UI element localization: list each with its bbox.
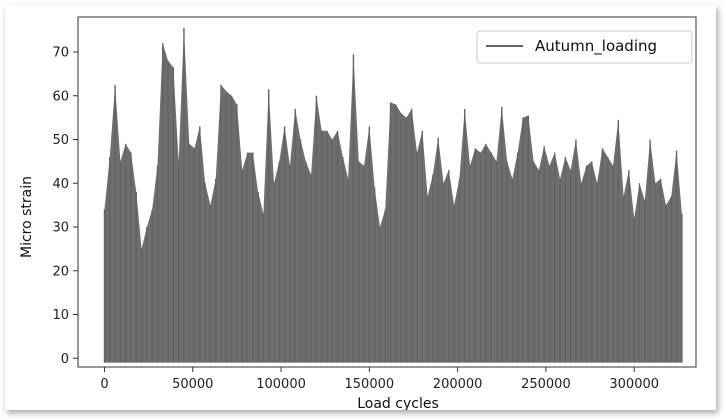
- chart-frame: 0 50000 100000 150000 200000 250000 300000 0 10 2…: [5, 5, 716, 410]
- x-tick-label: 200000: [433, 377, 483, 392]
- y-tick-label: 10: [52, 308, 69, 323]
- y-tick-label: 0: [61, 352, 69, 367]
- x-tick-label: 250000: [521, 377, 571, 392]
- legend-label: Autumn_loading: [535, 37, 657, 56]
- series-band: [104, 27, 682, 363]
- y-tick-label: 20: [52, 264, 69, 279]
- legend: Autumn_loading: [476, 30, 693, 64]
- axes-layer: 0 50000 100000 150000 200000 250000 300000 0 10 2…: [52, 46, 659, 393]
- y-tick-label: 50: [52, 133, 69, 148]
- y-tick-label: 30: [52, 221, 69, 236]
- x-tick-label: 100000: [256, 377, 306, 392]
- y-axis-label: Micro strain: [19, 176, 35, 258]
- x-tick-label: 50000: [172, 377, 213, 392]
- series-layer: [103, 27, 683, 363]
- y-tick-label: 60: [52, 89, 69, 104]
- y-tick-label: 40: [52, 177, 69, 192]
- x-tick-label: 300000: [609, 377, 659, 392]
- x-axis-label: Load cycles: [357, 396, 439, 410]
- x-tick-label: 0: [100, 377, 108, 392]
- x-tick-label: 150000: [345, 377, 395, 392]
- line-chart: 0 50000 100000 150000 200000 250000 300000 0 10 2…: [19, 16, 697, 410]
- legend-box: [476, 30, 693, 64]
- series-0: [103, 27, 683, 363]
- y-tick-label: 70: [52, 46, 69, 61]
